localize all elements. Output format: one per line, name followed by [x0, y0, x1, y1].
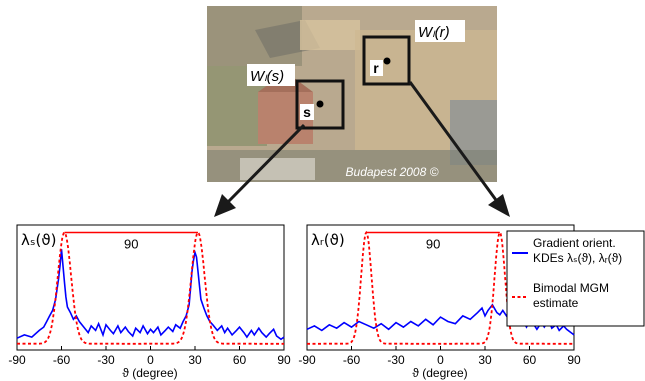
- chart-right-xlabel: ϑ (degree): [412, 366, 467, 380]
- arrow-right-shaft: [408, 81, 498, 201]
- xtick-label: -90: [8, 353, 26, 367]
- chart-left: -90 -60 -30 0 30 60 90 90 λₛ(ϑ) ϑ (degree): [8, 224, 291, 380]
- chart-right-ylabel: λᵣ(ϑ): [311, 231, 345, 249]
- aerial-photo: s r Wₗ(s) Wₗ(r) Budapest 2008 ©: [207, 6, 497, 182]
- legend-kde-label-line2: KDEs λₛ(ϑ), λᵣ(ϑ): [533, 251, 622, 265]
- arrows: [214, 81, 510, 217]
- point-s-marker: [316, 100, 324, 108]
- window-s-box: [295, 79, 345, 130]
- xtick-label: 60: [523, 353, 537, 367]
- xtick-label: -60: [343, 353, 361, 367]
- window-r-label: Wₗ(r): [418, 24, 450, 41]
- chart-left-peak-span-label: 90: [124, 237, 138, 252]
- xtick-label: 0: [437, 353, 444, 367]
- chart-left-ylabel: λₛ(ϑ): [21, 231, 56, 249]
- xtick-label: 90: [277, 353, 291, 367]
- point-s-label: s: [303, 104, 311, 120]
- point-r-marker: [383, 57, 391, 65]
- chart-left-xticks: -90 -60 -30 0 30 60 90: [8, 346, 291, 367]
- xtick-label: 0: [147, 353, 154, 367]
- xtick-label: -30: [387, 353, 405, 367]
- chart-right-mgm-line: [307, 230, 574, 345]
- legend: Gradient orient. KDEs λₛ(ϑ), λᵣ(ϑ) Bimod…: [506, 230, 645, 327]
- window-r-box: [362, 35, 411, 86]
- xtick-label: -30: [97, 353, 115, 367]
- legend-mgm-label-line1: Bimodal MGM: [533, 281, 609, 295]
- chart-left-kde-line: [16, 249, 285, 341]
- photo-credit: Budapest 2008 ©: [346, 165, 439, 179]
- arrow-left-head: [214, 194, 236, 217]
- point-r-label-bg: [370, 60, 383, 76]
- window-s-label-bg: [247, 64, 295, 86]
- xtick-label: -90: [298, 353, 316, 367]
- xtick-label: -60: [53, 353, 71, 367]
- window-s-label: Wₗ(s): [250, 68, 284, 85]
- chart-right-xticks: -90 -60 -30 0 30 60 90: [298, 346, 581, 367]
- xtick-label: 60: [233, 353, 247, 367]
- xtick-label: 30: [188, 353, 202, 367]
- legend-kde-label-line1: Gradient orient.: [533, 236, 616, 250]
- photo-construction-site: [300, 20, 360, 50]
- arrow-left-shaft: [226, 123, 306, 204]
- xtick-label: 90: [567, 353, 581, 367]
- xtick-label: 30: [478, 353, 492, 367]
- arrow-right-head: [488, 194, 510, 217]
- chart-left-mgm-line: [17, 231, 284, 345]
- chart-left-xlabel: ϑ (degree): [122, 366, 177, 380]
- chart-right-peak-span-label: 90: [426, 237, 440, 252]
- legend-mgm-label-line2: estimate: [533, 296, 579, 310]
- point-r-label: r: [373, 60, 379, 76]
- legend-box: [506, 230, 645, 327]
- photo-pavement: [240, 158, 315, 180]
- point-s-label-bg: [300, 104, 314, 120]
- window-r-label-bg: [415, 20, 465, 42]
